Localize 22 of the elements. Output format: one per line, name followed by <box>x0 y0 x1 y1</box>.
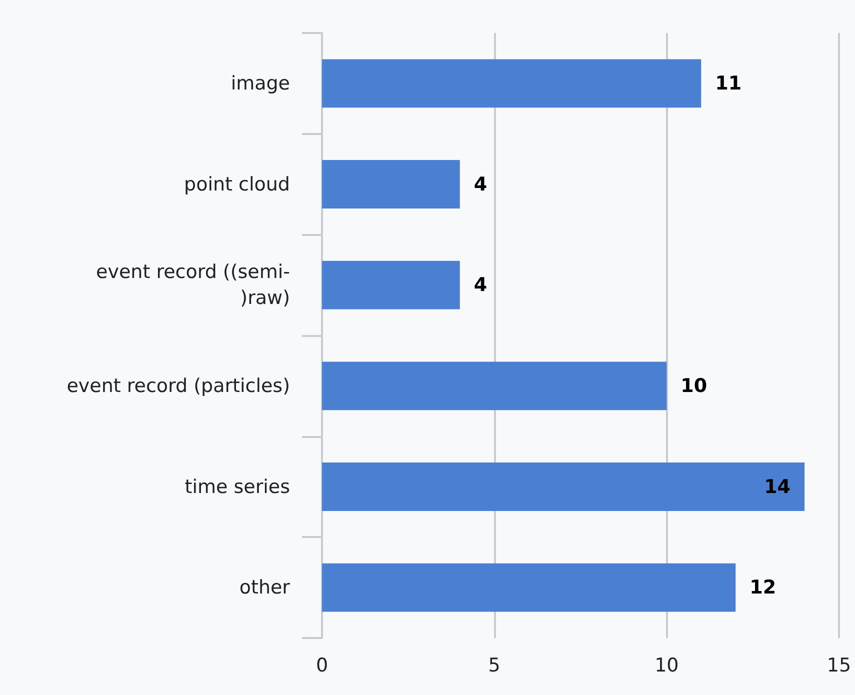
data-label: 4 <box>474 274 488 296</box>
y-tick-label: other <box>239 576 290 599</box>
data-label: 12 <box>750 576 776 599</box>
bar <box>322 362 667 410</box>
data-label: 4 <box>474 173 488 196</box>
data-label: 14 <box>764 476 791 498</box>
y-tick-label: event record (particles) <box>66 374 290 397</box>
x-tick-label: 0 <box>316 654 328 676</box>
y-tick-label: time series <box>184 476 290 498</box>
bar <box>322 160 460 208</box>
bar <box>322 563 736 612</box>
x-tick-label: 10 <box>654 654 679 676</box>
x-tick-label: 15 <box>826 654 852 676</box>
bar <box>322 462 805 511</box>
data-label: 11 <box>715 72 742 94</box>
y-tick-label: image <box>230 72 290 94</box>
x-tick-label: 5 <box>488 654 500 676</box>
bar <box>322 260 460 310</box>
y-tick-label: event record ((semi-)raw) <box>96 261 290 310</box>
y-tick-label: point cloud <box>184 173 290 196</box>
data-label: 10 <box>680 374 708 397</box>
bar <box>322 59 702 108</box>
